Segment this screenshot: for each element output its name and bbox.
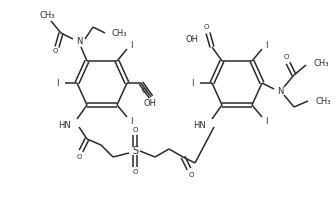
Text: O: O bbox=[132, 169, 138, 175]
Text: I: I bbox=[192, 78, 194, 87]
Text: I: I bbox=[265, 116, 267, 126]
Text: N: N bbox=[277, 87, 283, 95]
Text: O: O bbox=[141, 88, 147, 94]
Text: CH₃: CH₃ bbox=[314, 58, 330, 68]
Text: CH₃: CH₃ bbox=[316, 97, 332, 105]
Text: OH: OH bbox=[185, 35, 198, 43]
Text: O: O bbox=[132, 127, 138, 133]
Text: S: S bbox=[132, 146, 138, 156]
Text: I: I bbox=[265, 41, 267, 50]
Text: O: O bbox=[188, 172, 194, 178]
Text: HN: HN bbox=[58, 120, 71, 130]
Text: I: I bbox=[130, 116, 132, 126]
Text: CH₃: CH₃ bbox=[39, 10, 55, 19]
Text: I: I bbox=[56, 78, 59, 87]
Text: I: I bbox=[130, 41, 132, 50]
Text: OH: OH bbox=[143, 99, 157, 107]
Text: O: O bbox=[203, 24, 209, 30]
Text: O: O bbox=[52, 48, 58, 54]
Text: O: O bbox=[283, 54, 289, 60]
Text: CH₃: CH₃ bbox=[111, 29, 126, 37]
Text: N: N bbox=[76, 37, 82, 45]
Text: O: O bbox=[76, 154, 82, 160]
Text: HN: HN bbox=[193, 120, 206, 130]
